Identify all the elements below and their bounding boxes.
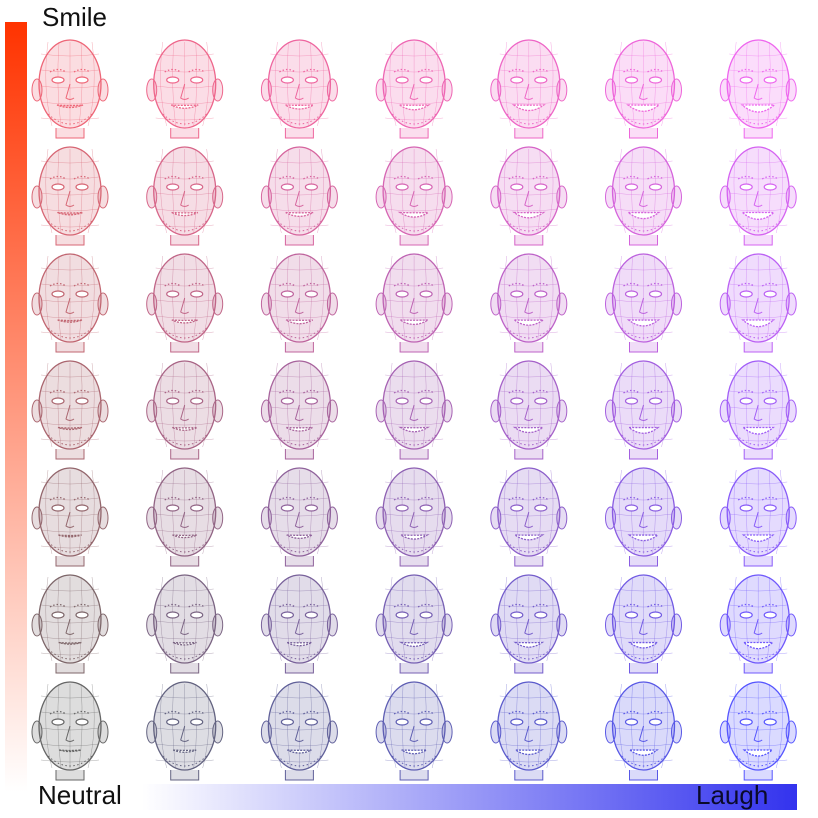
wireframe-face-icon xyxy=(719,146,797,246)
wireframe-face-icon xyxy=(719,39,797,139)
wireframe-face-icon xyxy=(605,467,682,567)
wireframe-face-icon xyxy=(490,360,568,460)
wireframe-face-icon xyxy=(605,574,682,674)
smile-gradient-bar xyxy=(5,22,27,792)
wireframe-face-icon xyxy=(260,253,338,353)
wireframe-face-icon xyxy=(490,467,568,567)
wireframe-face-icon xyxy=(719,467,797,567)
wireframe-face-icon xyxy=(719,360,797,460)
neutral-label: Neutral xyxy=(38,780,122,810)
wireframe-face-icon xyxy=(719,681,797,781)
wireframe-face-icon xyxy=(31,253,109,353)
smile-label: Smile xyxy=(42,2,108,32)
wireframe-face-icon xyxy=(375,360,453,460)
wireframe-face-icon xyxy=(605,146,682,246)
wireframe-face-icon xyxy=(146,574,224,674)
wireframe-face-icon xyxy=(375,574,453,674)
wireframe-face-icon xyxy=(490,253,568,353)
wireframe-face-icon xyxy=(146,39,224,139)
wireframe-face-icon xyxy=(31,467,109,567)
wireframe-face-icon xyxy=(605,39,682,139)
wireframe-face-icon xyxy=(31,39,109,139)
wireframe-face-icon xyxy=(490,681,568,781)
wireframe-face-icon xyxy=(146,681,224,781)
wireframe-face-icon xyxy=(605,681,682,781)
wireframe-face-icon xyxy=(375,146,453,246)
wireframe-face-icon xyxy=(490,146,568,246)
wireframe-face-icon xyxy=(31,146,109,246)
wireframe-face-icon xyxy=(605,360,682,460)
laugh-label: Laugh xyxy=(696,780,769,810)
wireframe-face-icon xyxy=(605,253,682,353)
laugh-gradient-bar xyxy=(142,784,797,810)
wireframe-face-icon xyxy=(146,253,224,353)
wireframe-face-icon xyxy=(146,146,224,246)
wireframe-face-icon xyxy=(719,574,797,674)
wireframe-face-icon xyxy=(260,360,338,460)
wireframe-face-icon xyxy=(375,681,453,781)
wireframe-face-icon xyxy=(260,574,338,674)
wireframe-face-icon xyxy=(31,574,109,674)
wireframe-face-icon xyxy=(260,467,338,567)
wireframe-face-icon xyxy=(490,574,568,674)
wireframe-face-icon xyxy=(31,681,109,781)
wireframe-face-icon xyxy=(146,467,224,567)
wireframe-face-icon xyxy=(490,39,568,139)
wireframe-face-icon xyxy=(375,39,453,139)
wireframe-face-icon xyxy=(719,253,797,353)
wireframe-face-icon xyxy=(146,360,224,460)
wireframe-face-icon xyxy=(31,360,109,460)
wireframe-face-icon xyxy=(260,39,338,139)
wireframe-face-icon xyxy=(375,467,453,567)
wireframe-face-icon xyxy=(260,146,338,246)
wireframe-face-icon xyxy=(375,253,453,353)
wireframe-face-icon xyxy=(260,681,338,781)
